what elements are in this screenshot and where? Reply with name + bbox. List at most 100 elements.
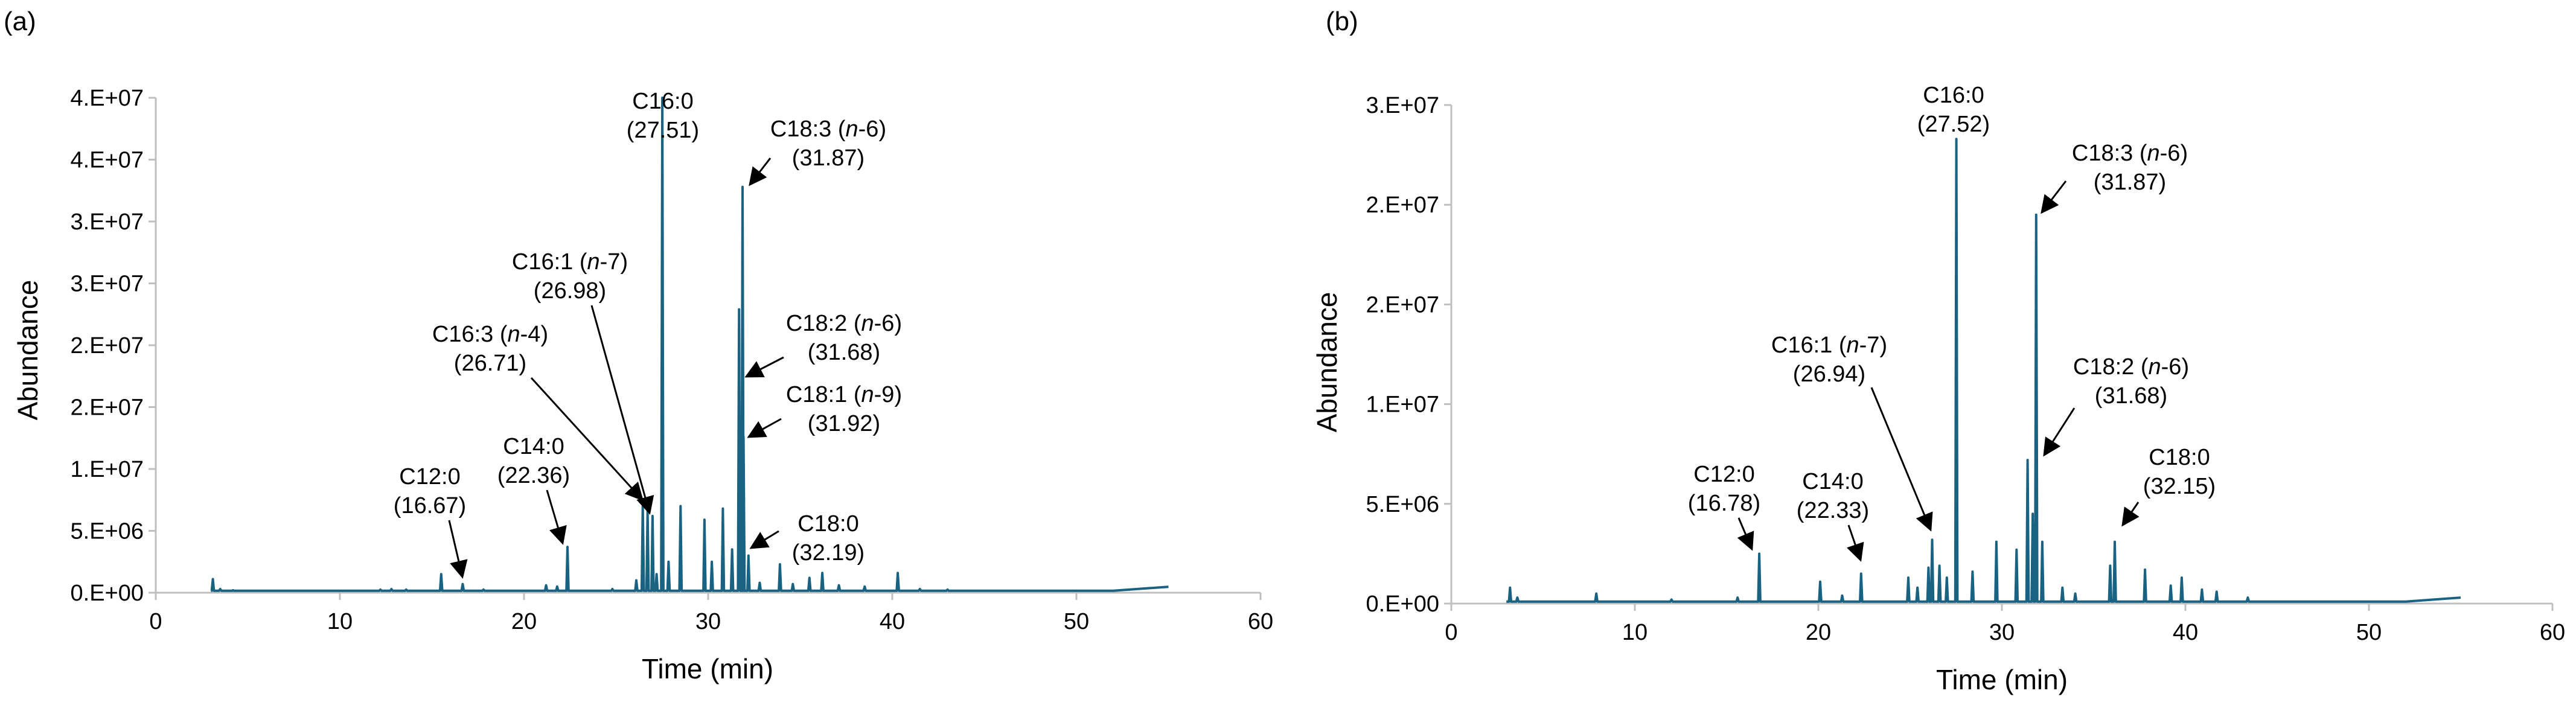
svg-text:C18:1 (n-9): C18:1 (n-9) <box>786 382 902 407</box>
panel-a-y-axis-ticks: 0.E+00 5.E+06 1.E+07 2.E+07 2.E+07 3.E+07 3.E+… <box>71 86 156 606</box>
arrow <box>590 305 654 515</box>
x-tick-label: 50 <box>1064 609 1089 634</box>
arrow <box>747 418 782 438</box>
svg-text:C16:1 (n-7): C16:1 (n-7) <box>512 249 628 275</box>
arrow <box>744 356 784 378</box>
y-tick-label: 2.E+07 <box>71 395 144 421</box>
panel-a-annotation-c18-0: C18:0 (32.19) <box>749 511 865 566</box>
panel-b-label: (b) <box>1326 7 1358 36</box>
panel-a: (a) 0.E+00 5.E+06 1.E+07 2.E+07 2.E+07 3.E+07… <box>4 7 1273 684</box>
panel-a-annotation-c18-2-n6: C18:2 (n-6) (31.68) <box>744 311 902 378</box>
y-tick-label: 4.E+07 <box>71 86 144 111</box>
panel-b: (b) 0.E+00 5.E+06 1.E+07 2.E+07 2.E+07 3.E+07… <box>1311 7 2565 695</box>
svg-text:C16:0: C16:0 <box>1923 83 1984 108</box>
panel-b-annotation-c16-0: C16:0 (27.52) <box>1917 83 1990 137</box>
svg-text:(26.71): (26.71) <box>454 351 526 376</box>
svg-text:(32.19): (32.19) <box>792 540 865 566</box>
x-tick-label: 20 <box>1806 620 1831 645</box>
y-tick-label: 2.E+07 <box>71 333 144 359</box>
y-tick-label: 2.E+07 <box>1366 292 1440 317</box>
x-tick-label: 60 <box>1248 609 1273 634</box>
arrow <box>546 489 567 545</box>
panel-a-x-axis-label: Time (min) <box>642 653 773 684</box>
y-tick-label: 1.E+07 <box>1366 392 1440 418</box>
y-tick-label: 4.E+07 <box>71 148 144 173</box>
arrow <box>448 520 468 579</box>
svg-text:(31.92): (31.92) <box>808 411 880 436</box>
panel-b-chromatogram-trace <box>1506 138 2461 603</box>
x-tick-label: 10 <box>327 609 353 634</box>
panel-a-label: (a) <box>4 7 36 36</box>
panel-a-annotation-c18-1-n9: C18:1 (n-9) (31.92) <box>747 382 902 438</box>
panel-a-annotation-c16-0: C16:0 (27.51) <box>627 89 699 143</box>
x-tick-label: 30 <box>695 609 721 634</box>
svg-text:(22.33): (22.33) <box>1797 498 1869 523</box>
panel-b-y-axis-label: Abundance <box>1311 292 1343 433</box>
x-tick-label: 40 <box>2173 620 2198 645</box>
x-tick-label: 60 <box>2540 620 2565 645</box>
svg-text:C18:0: C18:0 <box>797 511 858 537</box>
y-tick-label: 5.E+06 <box>71 519 144 544</box>
panel-b-annotation-c16-1-n7: C16:1 (n-7) (26.94) <box>1771 333 1933 532</box>
panel-b-annotation-c14-0: C14:0 (22.33) <box>1797 469 1869 562</box>
svg-text:C16:1 (n-7): C16:1 (n-7) <box>1771 333 1887 358</box>
panel-a-annotation-c16-1-n7: C16:1 (n-7) (26.98) <box>512 249 654 515</box>
svg-text:(31.87): (31.87) <box>792 145 865 171</box>
panel-a-annotation-c12-0: C12:0 (16.67) <box>394 464 468 579</box>
x-tick-label: 0 <box>1445 620 1457 645</box>
y-tick-label: 5.E+06 <box>1366 492 1440 517</box>
x-tick-label: 20 <box>511 609 537 634</box>
panel-b-x-axis-ticks: 0 10 20 30 40 50 60 <box>1445 604 2565 645</box>
svg-text:C14:0: C14:0 <box>503 434 564 459</box>
panel-b-y-axis-ticks: 0.E+00 5.E+06 1.E+07 2.E+07 2.E+07 3.E+07 <box>1366 93 1451 617</box>
svg-text:(31.87): (31.87) <box>2094 170 2166 195</box>
x-tick-label: 50 <box>2356 620 2382 645</box>
arrow <box>1847 524 1864 562</box>
svg-text:(22.36): (22.36) <box>497 463 570 488</box>
svg-text:(32.15): (32.15) <box>2143 474 2216 499</box>
panel-b-annotation-c18-0: C18:0 (32.15) <box>2121 445 2216 527</box>
svg-text:(16.67): (16.67) <box>394 493 466 518</box>
panel-b-annotation-c12-0: C12:0 (16.78) <box>1688 462 1760 551</box>
panel-a-chromatogram-trace <box>210 97 1169 592</box>
panel-a-annotation-c18-3-n6: C18:3 (n-6) (31.87) <box>749 116 886 187</box>
y-tick-label: 3.E+07 <box>71 272 144 297</box>
svg-text:(27.52): (27.52) <box>1917 112 1990 137</box>
y-tick-label: 3.E+07 <box>1366 93 1440 118</box>
y-tick-label: 0.E+00 <box>1366 591 1440 617</box>
svg-text:C14:0: C14:0 <box>1802 469 1863 494</box>
x-tick-label: 10 <box>1622 620 1648 645</box>
y-tick-label: 0.E+00 <box>71 581 144 606</box>
x-tick-label: 30 <box>1989 620 2015 645</box>
panel-a-x-axis-ticks: 0 10 20 30 40 50 60 <box>149 593 1273 634</box>
svg-text:C12:0: C12:0 <box>399 464 460 489</box>
x-tick-label: 40 <box>880 609 905 634</box>
svg-text:(27.51): (27.51) <box>627 118 699 143</box>
svg-text:(31.68): (31.68) <box>808 340 880 365</box>
arrow <box>2121 502 2140 527</box>
panel-a-annotation-c16-3-n4: C16:3 (n-4) (26.71) <box>432 322 644 502</box>
y-tick-label: 1.E+07 <box>71 457 144 482</box>
panel-b-annotation-c18-3-n6: C18:3 (n-6) (31.87) <box>2041 141 2188 214</box>
arrow <box>1737 517 1754 551</box>
svg-text:C18:0: C18:0 <box>2149 445 2210 470</box>
svg-text:C18:3 (n-6): C18:3 (n-6) <box>770 116 886 142</box>
arrow <box>749 158 772 187</box>
svg-text:C18:2 (n-6): C18:2 (n-6) <box>2073 354 2189 380</box>
arrow <box>2043 407 2076 457</box>
panel-a-y-axis-label: Abundance <box>12 280 43 421</box>
y-tick-label: 2.E+07 <box>1366 193 1440 218</box>
arrow <box>530 377 644 502</box>
svg-text:(26.98): (26.98) <box>534 278 606 304</box>
arrow <box>749 530 779 549</box>
svg-text:C18:2 (n-6): C18:2 (n-6) <box>786 311 902 336</box>
svg-text:(16.78): (16.78) <box>1688 491 1760 516</box>
svg-text:C16:3 (n-4): C16:3 (n-4) <box>432 322 548 347</box>
panel-b-annotation-c18-2-n6: C18:2 (n-6) (31.68) <box>2043 354 2189 457</box>
y-tick-label: 3.E+07 <box>71 209 144 235</box>
svg-text:C18:3 (n-6): C18:3 (n-6) <box>2072 141 2188 166</box>
svg-text:C12:0: C12:0 <box>1693 462 1754 487</box>
panel-b-x-axis-label: Time (min) <box>1936 664 2068 695</box>
arrow <box>2041 180 2067 214</box>
